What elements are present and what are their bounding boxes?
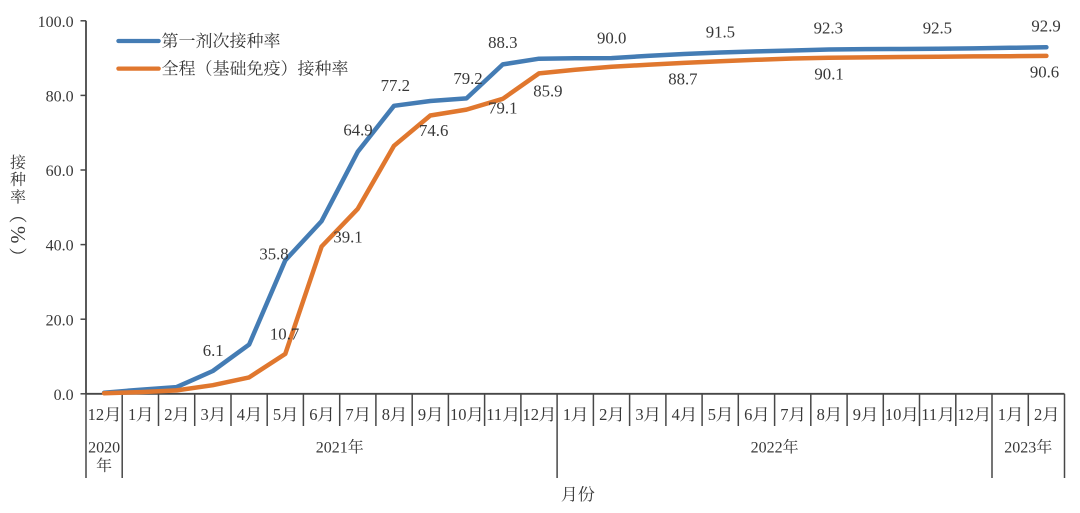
svg-text:6: 6 <box>309 405 317 424</box>
svg-text:90.0: 90.0 <box>597 29 626 48</box>
svg-text:9: 9 <box>853 405 861 424</box>
svg-text:6: 6 <box>744 405 752 424</box>
svg-text:10.7: 10.7 <box>270 324 299 343</box>
svg-text:4: 4 <box>237 405 245 424</box>
svg-text:2: 2 <box>599 405 607 424</box>
svg-text:12: 12 <box>957 405 974 424</box>
svg-text:92.5: 92.5 <box>923 18 952 37</box>
svg-text:9: 9 <box>418 405 426 424</box>
svg-text:2021: 2021 <box>316 439 348 456</box>
svg-text:5: 5 <box>708 405 716 424</box>
svg-text:85.9: 85.9 <box>533 82 562 101</box>
svg-text:77.2: 77.2 <box>381 76 410 95</box>
svg-text:5: 5 <box>273 405 281 424</box>
svg-text:11: 11 <box>921 405 937 424</box>
svg-text:92.9: 92.9 <box>1031 16 1060 35</box>
svg-text:92.3: 92.3 <box>814 18 843 37</box>
svg-text:20.0: 20.0 <box>46 312 74 329</box>
svg-text:88.3: 88.3 <box>488 33 517 52</box>
svg-text:0.0: 0.0 <box>54 387 74 404</box>
svg-text:2020: 2020 <box>88 439 120 456</box>
svg-text:90.1: 90.1 <box>814 65 843 84</box>
svg-text:80.0: 80.0 <box>46 89 74 106</box>
svg-text:40.0: 40.0 <box>46 238 74 255</box>
svg-text:12: 12 <box>88 405 105 424</box>
svg-text:79.2: 79.2 <box>453 69 482 88</box>
svg-text:8: 8 <box>817 405 825 424</box>
svg-text:35.8: 35.8 <box>259 245 288 264</box>
svg-text:74.6: 74.6 <box>419 121 448 140</box>
svg-text:3: 3 <box>635 405 643 424</box>
svg-text:2023: 2023 <box>1004 439 1036 456</box>
svg-text:7: 7 <box>780 405 788 424</box>
svg-text:10: 10 <box>885 405 902 424</box>
svg-text:79.1: 79.1 <box>488 99 517 118</box>
svg-text:2022: 2022 <box>751 439 783 456</box>
svg-text:91.5: 91.5 <box>706 22 735 41</box>
svg-text:1: 1 <box>563 405 571 424</box>
svg-text:90.6: 90.6 <box>1030 63 1059 82</box>
svg-text:1: 1 <box>998 405 1006 424</box>
svg-text:4: 4 <box>672 405 680 424</box>
svg-text:10: 10 <box>450 405 467 424</box>
svg-text:60.0: 60.0 <box>46 163 74 180</box>
svg-text:6.1: 6.1 <box>203 341 224 360</box>
svg-text:8: 8 <box>382 405 390 424</box>
svg-text:2: 2 <box>164 405 172 424</box>
svg-text:100.0: 100.0 <box>38 14 74 31</box>
svg-text:7: 7 <box>345 405 353 424</box>
svg-text:2: 2 <box>1034 405 1042 424</box>
svg-text:64.9: 64.9 <box>343 121 372 140</box>
svg-text:12: 12 <box>523 405 540 424</box>
svg-text:88.7: 88.7 <box>668 70 697 89</box>
svg-text:3: 3 <box>201 405 209 424</box>
svg-text:11: 11 <box>486 405 502 424</box>
svg-text:%: % <box>6 226 30 244</box>
svg-text:1: 1 <box>128 405 136 424</box>
svg-text:39.1: 39.1 <box>333 228 362 247</box>
